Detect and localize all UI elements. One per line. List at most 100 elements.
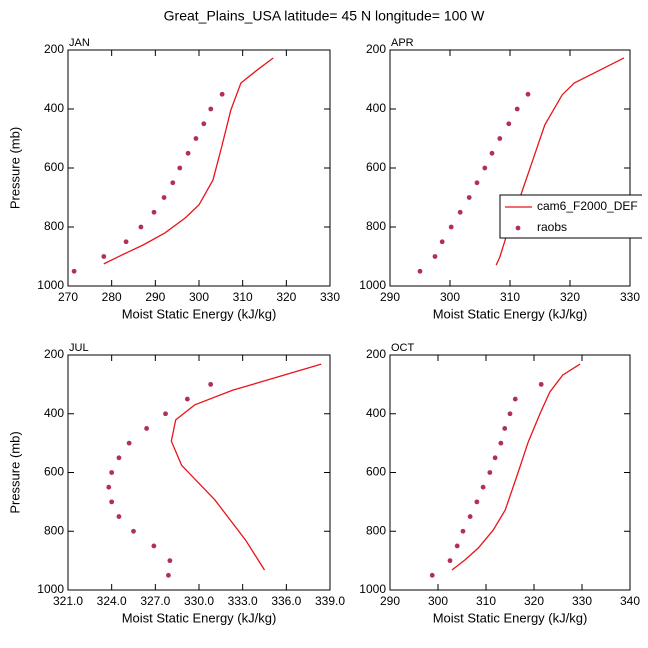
y-tick-label: 1000 bbox=[37, 278, 64, 292]
raob-point bbox=[457, 209, 463, 215]
raob-point bbox=[144, 426, 150, 431]
figure-title: Great_Plains_USA latitude= 45 N longitud… bbox=[164, 8, 485, 24]
legend-label: cam6_F2000_DEF bbox=[537, 199, 638, 213]
x-tick-label: 321.0 bbox=[53, 594, 83, 608]
raob-point bbox=[138, 224, 144, 230]
raob-point bbox=[460, 528, 466, 534]
y-tick-label: 200 bbox=[366, 347, 386, 361]
raob-point bbox=[498, 440, 504, 446]
y-tick-label: 1000 bbox=[359, 582, 386, 596]
x-tick-label: 320 bbox=[524, 594, 544, 608]
x-tick-label: 300 bbox=[440, 290, 460, 304]
x-axis-label: Moist Static Energy (kJ/kg) bbox=[122, 306, 277, 321]
raob-point bbox=[167, 558, 173, 564]
x-tick-label: 320 bbox=[560, 290, 580, 304]
panel-label: OCT bbox=[391, 342, 415, 354]
x-tick-label: 290 bbox=[380, 290, 400, 304]
y-tick-label: 600 bbox=[44, 160, 64, 174]
x-tick-label: 310 bbox=[233, 290, 253, 304]
raob-point bbox=[185, 150, 191, 156]
profile-line bbox=[495, 57, 625, 266]
profile-line bbox=[170, 363, 322, 571]
x-tick-label: 280 bbox=[102, 290, 122, 304]
raob-point bbox=[512, 396, 518, 402]
x-tick-label: 330.0 bbox=[184, 594, 214, 608]
x-tick-label: 310 bbox=[476, 594, 496, 608]
legend-label: raobs bbox=[537, 220, 567, 234]
raob-point bbox=[502, 426, 508, 431]
raob-point bbox=[71, 268, 77, 274]
panel-label: JUL bbox=[69, 342, 89, 354]
x-tick-label: 330 bbox=[320, 290, 340, 304]
x-tick-label: 336.0 bbox=[271, 594, 301, 608]
y-axis-label: Pressure (mb) bbox=[7, 127, 22, 209]
y-tick-label: 1000 bbox=[37, 582, 64, 596]
x-tick-label: 339.0 bbox=[315, 594, 345, 608]
raob-point bbox=[482, 165, 488, 171]
panel-label: APR bbox=[391, 37, 414, 49]
y-tick-label: 800 bbox=[44, 523, 64, 537]
raob-point bbox=[131, 528, 136, 534]
y-tick-label: 200 bbox=[44, 42, 64, 56]
y-tick-label: 800 bbox=[366, 219, 386, 233]
raob-point bbox=[432, 254, 438, 259]
raob-point bbox=[467, 514, 473, 519]
x-tick-label: 333.0 bbox=[228, 594, 258, 608]
raob-point bbox=[489, 150, 495, 156]
legend-box bbox=[499, 194, 642, 239]
raob-point bbox=[151, 209, 157, 215]
x-tick-label: 320 bbox=[276, 290, 296, 304]
raob-point bbox=[447, 558, 453, 564]
x-tick-label: 290 bbox=[380, 594, 400, 608]
y-tick-label: 400 bbox=[44, 101, 64, 115]
y-tick-label: 200 bbox=[366, 42, 386, 56]
raob-point bbox=[492, 455, 498, 461]
x-tick-label: 300 bbox=[189, 290, 209, 304]
raob-point bbox=[208, 106, 214, 112]
y-tick-label: 600 bbox=[366, 160, 386, 174]
raob-point bbox=[166, 572, 171, 578]
raob-point bbox=[474, 180, 480, 186]
raob-point bbox=[507, 411, 513, 417]
y-tick-label: 800 bbox=[366, 523, 386, 537]
x-tick-label: 290 bbox=[145, 290, 165, 304]
y-tick-label: 600 bbox=[44, 465, 64, 479]
y-tick-label: 1000 bbox=[359, 278, 386, 292]
x-tick-label: 270 bbox=[58, 290, 78, 304]
raob-point bbox=[506, 121, 512, 127]
x-tick-label: 330 bbox=[572, 594, 592, 608]
x-tick-label: 327.0 bbox=[140, 594, 170, 608]
raob-point bbox=[116, 514, 122, 519]
y-tick-label: 200 bbox=[44, 347, 64, 361]
x-tick-label: 340 bbox=[620, 594, 640, 608]
raob-point bbox=[454, 543, 460, 549]
raob-point bbox=[219, 91, 225, 97]
raob-point bbox=[184, 396, 190, 402]
y-tick-label: 400 bbox=[366, 101, 386, 115]
raob-point bbox=[474, 499, 480, 505]
raob-point bbox=[177, 165, 183, 171]
x-tick-label: 324.0 bbox=[97, 594, 127, 608]
raob-point bbox=[439, 239, 445, 245]
raob-point bbox=[429, 572, 435, 578]
raob-point bbox=[126, 440, 132, 446]
x-tick-label: 330 bbox=[620, 290, 640, 304]
raob-point bbox=[123, 239, 129, 245]
profile-line bbox=[103, 57, 274, 265]
raob-point bbox=[417, 268, 423, 274]
y-axis-label: Pressure (mb) bbox=[7, 431, 22, 513]
raob-point bbox=[151, 543, 157, 549]
x-axis-label: Moist Static Energy (kJ/kg) bbox=[433, 610, 588, 625]
raob-point bbox=[487, 470, 493, 475]
raob-point bbox=[193, 136, 199, 141]
y-tick-label: 400 bbox=[44, 406, 64, 420]
panel-label: JAN bbox=[69, 37, 90, 49]
x-axis-label: Moist Static Energy (kJ/kg) bbox=[122, 610, 277, 625]
raob-point bbox=[497, 136, 503, 141]
raob-point bbox=[448, 224, 454, 230]
raob-point bbox=[109, 470, 115, 475]
raob-point bbox=[109, 499, 115, 505]
raob-point bbox=[163, 411, 168, 417]
raob-point bbox=[116, 455, 122, 461]
